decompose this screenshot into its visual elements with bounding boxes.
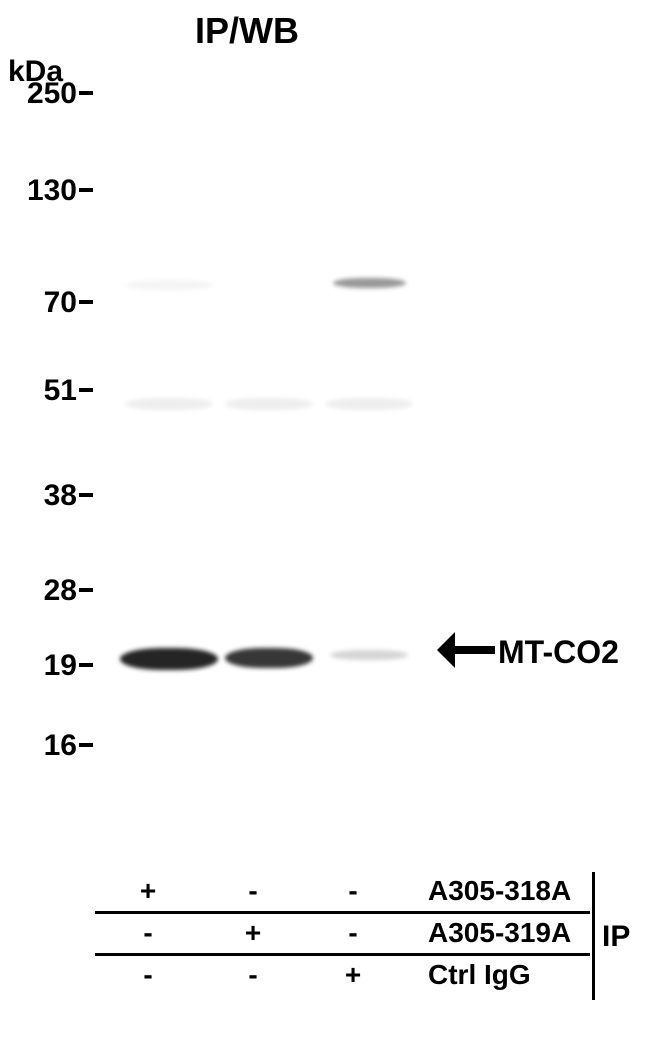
condition-antibody-label: A305-319A [428, 917, 571, 949]
mw-label: 28 [44, 574, 77, 608]
condition-antibody-label: A305-318A [428, 875, 571, 907]
condition-value: - [233, 875, 273, 907]
mw-tick [79, 188, 93, 192]
mw-tick [79, 388, 93, 392]
blot-band [325, 398, 413, 410]
blot-band [225, 648, 313, 668]
table-row-divider [95, 953, 590, 956]
ip-bracket-line [592, 872, 595, 1000]
condition-value: + [233, 917, 273, 949]
mw-label: 130 [27, 174, 77, 208]
arrow-shaft [455, 646, 495, 654]
mw-tick [79, 91, 93, 95]
blot-band [225, 398, 313, 410]
mw-label: 38 [44, 479, 77, 513]
protein-label: MT-CO2 [498, 634, 619, 671]
mw-label: 70 [44, 286, 77, 320]
blot-band [120, 648, 218, 670]
condition-value: + [128, 875, 168, 907]
blot-band [333, 278, 406, 288]
arrow-head-icon [437, 632, 455, 668]
mw-tick [79, 300, 93, 304]
mw-label: 51 [44, 374, 77, 408]
mw-label: 250 [27, 77, 77, 111]
mw-label: 16 [44, 729, 77, 763]
condition-value: + [333, 959, 373, 991]
blot-band [330, 650, 408, 660]
condition-value: - [128, 917, 168, 949]
table-row-divider [95, 911, 590, 914]
condition-value: - [333, 875, 373, 907]
condition-value: - [128, 959, 168, 991]
blot-band [125, 280, 213, 290]
figure-container: IP/WB kDa 250130705138281916 MT-CO2 +--A… [0, 0, 650, 1050]
condition-value: - [233, 959, 273, 991]
figure-title: IP/WB [195, 10, 299, 52]
ip-bracket-label: IP [602, 920, 630, 954]
mw-label: 19 [44, 649, 77, 683]
mw-tick [79, 663, 93, 667]
condition-antibody-label: Ctrl IgG [428, 959, 531, 991]
mw-tick [79, 588, 93, 592]
mw-tick [79, 493, 93, 497]
blot-image-region [95, 70, 425, 840]
mw-tick [79, 743, 93, 747]
condition-value: - [333, 917, 373, 949]
blot-band [125, 398, 213, 410]
